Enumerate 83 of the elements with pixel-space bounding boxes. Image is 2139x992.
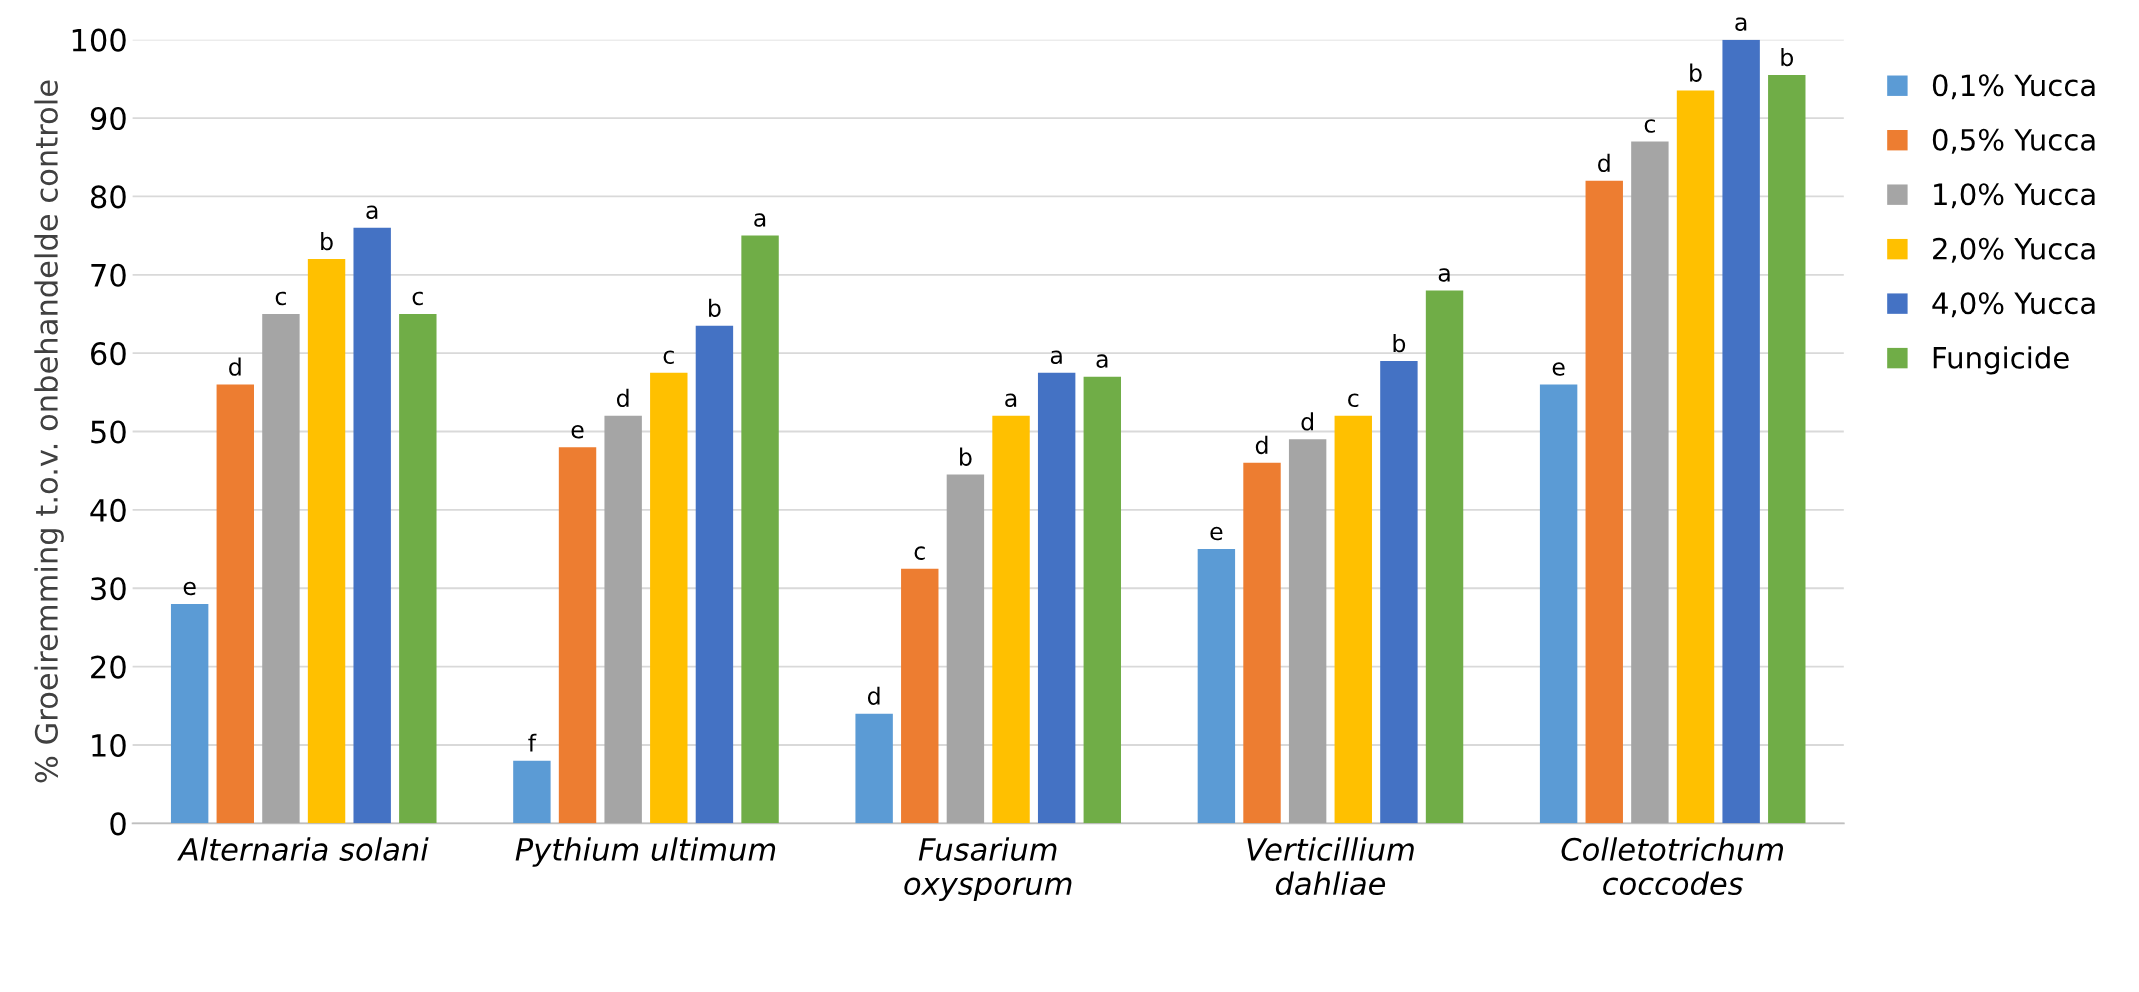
data-label: f [528, 733, 537, 752]
bar [604, 415, 642, 824]
bar [741, 235, 779, 824]
bar [1243, 462, 1281, 824]
bar [992, 415, 1030, 824]
data-label: c [275, 291, 286, 306]
y-tick-label: 40 [90, 498, 126, 522]
bar [1768, 74, 1806, 824]
bar [1380, 360, 1418, 824]
bar [1676, 90, 1715, 824]
y-tick-label: 70 [91, 263, 126, 287]
bar [1631, 141, 1669, 824]
y-tick-label: 80 [90, 185, 126, 209]
bar [170, 603, 209, 824]
data-label: a [1005, 393, 1017, 408]
y-tick-label: 50 [91, 420, 126, 444]
data-label: e [1210, 526, 1223, 541]
bar [901, 568, 939, 824]
data-label: d [1598, 153, 1610, 172]
bar [558, 447, 597, 824]
y-tick-label: 30 [91, 577, 126, 601]
data-label: d [1301, 412, 1313, 431]
x-tick-label: Fusarium oxysporum [904, 837, 1072, 902]
data-label: c [914, 546, 925, 560]
legend-label: 2,0% Yucca [1933, 237, 2095, 263]
legend-label: 4,0% Yucca [1932, 292, 2095, 318]
bar [1722, 39, 1760, 824]
data-label: e [1552, 362, 1565, 376]
bar [1425, 290, 1464, 824]
bar [262, 313, 300, 824]
legend-label: 0,1% Yucca [1932, 74, 2095, 100]
x-tick-label: Pythium ultimum [515, 837, 776, 867]
data-label: a [1050, 350, 1062, 364]
bar [695, 325, 734, 824]
bar [855, 713, 893, 824]
bar [650, 372, 688, 824]
data-label: b [1393, 333, 1406, 353]
bar [216, 384, 254, 824]
data-label: c [1348, 393, 1359, 408]
bar [1197, 549, 1236, 824]
bar [307, 259, 346, 824]
bar [946, 474, 985, 824]
data-label: a [1438, 268, 1450, 282]
bar [1334, 415, 1372, 824]
data-label: b [1690, 63, 1702, 82]
bar [513, 760, 551, 824]
data-label: b [960, 447, 972, 466]
data-label: a [754, 213, 766, 227]
data-label: a [1735, 17, 1747, 31]
y-tick-label: 10 [92, 733, 126, 758]
data-label: e [571, 424, 584, 439]
y-tick-label: 0 [110, 812, 126, 836]
data-label: d [229, 357, 241, 376]
bar [1288, 439, 1327, 824]
bar [1037, 372, 1076, 824]
bar [1585, 180, 1623, 824]
data-label: a [1096, 354, 1108, 368]
legend-label: 1,0% Yucca [1934, 183, 2095, 209]
x-tick-label: Colletotrichum coccodes [1561, 837, 1784, 896]
bar [1083, 376, 1122, 824]
x-tick-label: Verticillium dahliae [1247, 837, 1414, 896]
data-label: b [709, 298, 721, 317]
data-label: c [412, 291, 423, 306]
y-axis-title: % Groeiremming t.o.v. onbehandelde controle [34, 80, 64, 783]
data-label: b [321, 232, 333, 251]
legend-label: 0,5% Yucca [1932, 128, 2095, 154]
data-label: d [1255, 435, 1268, 455]
bar [399, 313, 437, 824]
data-label: b [1781, 47, 1793, 67]
legend-label: Fungicide [1933, 346, 2069, 375]
data-label: e [183, 581, 196, 596]
data-label: d [616, 388, 629, 408]
data-label: a [366, 205, 378, 220]
y-tick-label: 20 [91, 655, 126, 679]
y-tick-label: 100 [72, 28, 126, 52]
bar [1539, 384, 1578, 824]
data-label: c [1644, 119, 1655, 133]
data-label: d [867, 686, 880, 705]
y-tick-label: 60 [91, 342, 126, 366]
y-tick-label: 90 [90, 106, 126, 131]
x-tick-label: Alternaria solani [177, 837, 429, 861]
data-label: c [663, 350, 674, 364]
bar [353, 227, 391, 824]
